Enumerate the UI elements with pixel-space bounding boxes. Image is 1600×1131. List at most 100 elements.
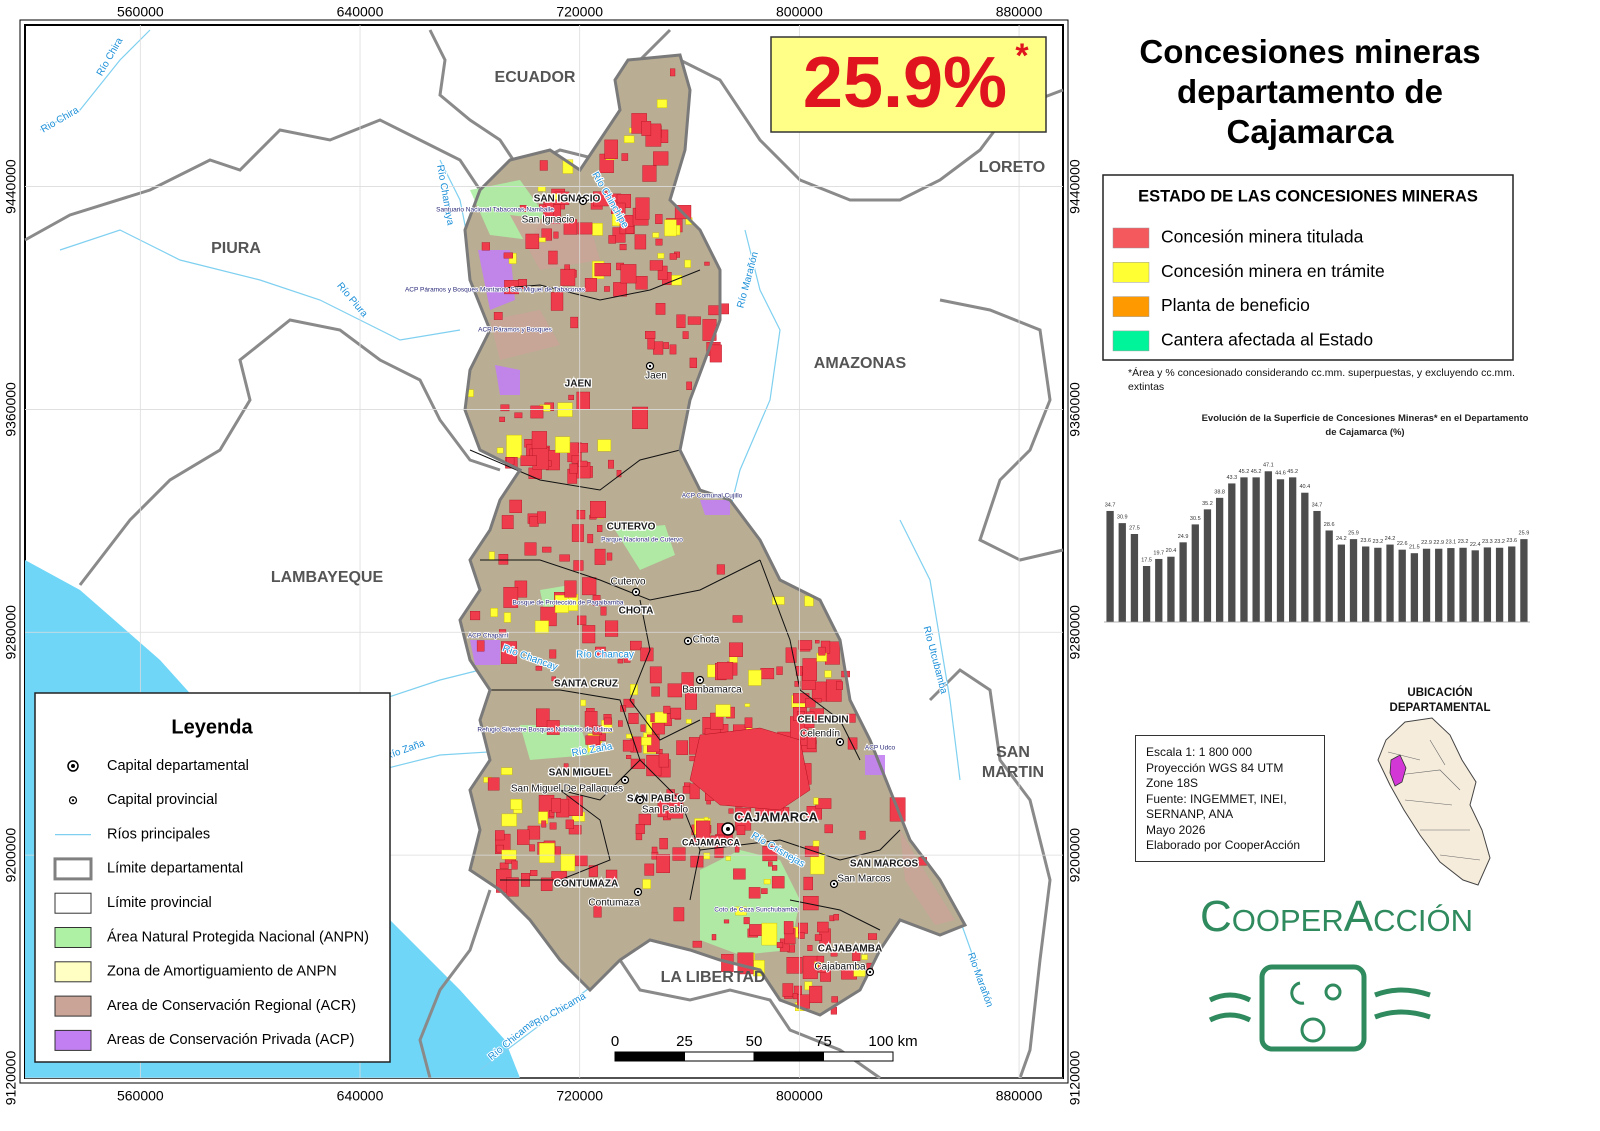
scale-label: 0 [611, 1033, 619, 1050]
bar [1349, 539, 1358, 622]
concession-patch [687, 316, 701, 325]
concession-patch [611, 202, 626, 214]
concession-patch [707, 664, 717, 678]
bar-value-label: 22.6 [1397, 541, 1408, 547]
concession-patch [542, 546, 552, 553]
concession-patch [597, 439, 612, 452]
concession-patch [829, 915, 835, 922]
concession-patch [524, 542, 537, 556]
provincial-capital-dot [648, 364, 652, 368]
concession-patch [541, 820, 547, 828]
city-label: San Miguel De Pallaques [511, 784, 623, 795]
protected-area-label: ACP Chaparrí [468, 633, 509, 640]
concession-patch [582, 625, 596, 644]
concession-patch [564, 264, 570, 271]
concession-patch [527, 825, 541, 840]
concession-patch [797, 711, 805, 722]
info-line: Escala 1: 1 800 000 [1146, 745, 1253, 759]
bar [1215, 497, 1224, 622]
concession-patch [659, 838, 668, 850]
protected-area [865, 755, 885, 775]
concession-patch [619, 243, 627, 251]
bar [1362, 546, 1370, 622]
legend-items: Capital departamental Capital provincial R… [53, 758, 369, 1051]
bar [1276, 479, 1285, 622]
concession-patch [481, 242, 490, 251]
bar-value-label: 22.4 [1470, 542, 1481, 548]
concession-patch [792, 993, 798, 1000]
concession-patch [519, 204, 527, 212]
concession-patch [623, 698, 635, 708]
status-swatch [1112, 296, 1150, 317]
concession-patch [592, 725, 602, 735]
concession-patch [549, 193, 560, 200]
concession-patch [762, 846, 778, 862]
province-boundary [639, 759, 701, 901]
concession-patch [593, 905, 602, 918]
concession-patch [642, 879, 651, 889]
legend-symbol [54, 927, 92, 948]
concession-patch [605, 869, 618, 883]
concession-patch [563, 219, 578, 235]
bar [1325, 530, 1333, 622]
concession-patch [540, 877, 553, 891]
concession-patch [684, 259, 692, 268]
province-boundary [480, 559, 761, 601]
concession-patch [710, 835, 725, 846]
concession-patch [568, 394, 575, 401]
protected-area [700, 500, 730, 515]
concession-patch [570, 316, 579, 329]
concession-patch [703, 817, 709, 821]
bar [1447, 548, 1455, 622]
concession-patch [577, 615, 587, 625]
province-boundary [479, 269, 701, 301]
river-label: Río Chancay [576, 650, 634, 661]
concession-patch [809, 985, 823, 1003]
region-label: MARTIN [982, 764, 1044, 781]
concession-patch [539, 204, 546, 209]
bar-value-label: 30.9 [1117, 515, 1128, 521]
concession-patch [663, 342, 669, 349]
protected-area [478, 250, 515, 310]
concession-patch [536, 708, 550, 727]
bar-value-label: 43.3 [1226, 475, 1237, 481]
concession-patch [717, 662, 734, 680]
scale-segment [684, 1051, 755, 1062]
concession-patch [638, 813, 651, 826]
department-area [460, 55, 965, 1015]
concession-patch [503, 612, 512, 623]
concession-patch [853, 965, 866, 977]
concession-patch [703, 852, 711, 860]
concession-patch [622, 739, 634, 752]
protected-area [615, 525, 675, 570]
status-legend-items: Concesión minera titulada Concesión miner… [1112, 227, 1385, 352]
concession-patch [861, 954, 868, 960]
concession-patch [548, 250, 558, 265]
concession-patch [578, 443, 588, 453]
concession-patch [729, 642, 743, 658]
province-boundary [789, 899, 881, 931]
provincial-capital-dot [686, 639, 690, 643]
map-outer-frame [19, 19, 1069, 1084]
badge-asterisk: * [1015, 37, 1029, 75]
concession-patch [625, 225, 635, 234]
concession-patch [604, 139, 618, 159]
concession-patch [711, 934, 717, 941]
protected-area [470, 640, 500, 665]
concession-patch [577, 460, 588, 467]
neighbour-boundary [939, 298, 1064, 562]
province-label: CELENDIN [797, 715, 848, 726]
concession-patch [783, 921, 794, 935]
bar-value-label: 17.5 [1141, 557, 1152, 563]
concession-patch [804, 845, 819, 857]
concession-patch [593, 191, 609, 207]
concession-patch [672, 847, 686, 861]
concession-patch [476, 640, 485, 652]
legend-box [34, 692, 391, 1063]
badge-value: 25.9% [803, 43, 1007, 123]
bar [1483, 547, 1492, 622]
legend-title: Leyenda [171, 716, 253, 738]
concession-patch [805, 698, 816, 708]
